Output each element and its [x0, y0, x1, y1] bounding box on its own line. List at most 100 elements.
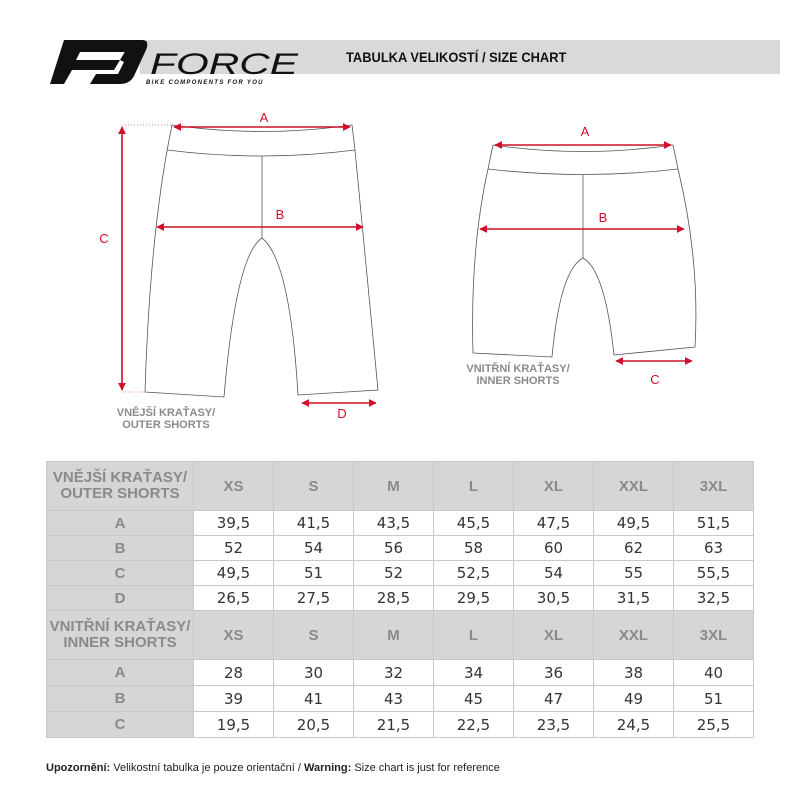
inner-header-row: VNITŘNÍ KRAŤASY/INNER SHORTS XS S M L XL XXL 3X… [46, 610, 754, 660]
table-cell: 52 [193, 535, 274, 561]
table-cell: 38 [593, 659, 674, 686]
outer-label-d: D [337, 406, 346, 421]
page-title: TABULKA VELIKOSTÍ / SIZE CHART [346, 49, 567, 65]
caption-line: VNITŘNÍ KRAŤASY/ [466, 363, 570, 375]
table-cell: 28,5 [353, 585, 434, 611]
table-cell: 60 [513, 535, 594, 561]
table-cell: 32,5 [673, 585, 754, 611]
row-label: A [46, 659, 194, 686]
size-header: S [273, 610, 354, 660]
table-row: C 49,5 51 52 52,5 54 55 55,5 [46, 560, 754, 586]
brand-name: FORCE [150, 48, 299, 81]
table-cell: 54 [513, 560, 594, 586]
outer-header-row: VNĚJŠÍ KRAŤASY/OUTER SHORTS XS S M L XL XXL 3XL [46, 461, 754, 511]
table-cell: 47,5 [513, 510, 594, 536]
table-row: B 52 54 56 58 60 62 63 [46, 535, 754, 561]
footer-note: Upozornění: Velikostní tabulka je pouze … [46, 762, 500, 774]
outer-shorts-caption: VNĚJŠÍ KRAŤASY/ OUTER SHORTS [106, 407, 226, 431]
table-cell: 43 [353, 685, 434, 712]
table-cell: 41,5 [273, 510, 354, 536]
table-cell: 32 [353, 659, 434, 686]
table-cell: 21,5 [353, 711, 434, 738]
group-title-line: VNĚJŠÍ KRAŤASY/ [52, 469, 188, 486]
caption-line: VNĚJŠÍ KRAŤASY/ [116, 407, 216, 419]
group-title-line: OUTER SHORTS [60, 485, 180, 502]
warning-en-label: Warning: [304, 762, 352, 774]
table-cell: 29,5 [433, 585, 514, 611]
row-label: C [46, 711, 194, 738]
table-cell: 24,5 [593, 711, 674, 738]
table-cell: 43,5 [353, 510, 434, 536]
inner-shorts-caption: VNITŘNÍ KRAŤASY/ INNER SHORTS [458, 363, 578, 387]
group-title-line: INNER SHORTS [63, 634, 177, 651]
table-cell: 55,5 [673, 560, 754, 586]
inner-measure-arrows [479, 141, 693, 365]
size-header: M [353, 610, 434, 660]
table-cell: 27,5 [273, 585, 354, 611]
warning-en-text: Size chart is just for reference [351, 762, 500, 774]
warning-cz-label: Upozornění: [46, 762, 111, 774]
inner-label-c: C [650, 372, 659, 387]
table-cell: 58 [433, 535, 514, 561]
table-row: D 26,5 27,5 28,5 29,5 30,5 31,5 32,5 [46, 585, 754, 611]
table-cell: 30,5 [513, 585, 594, 611]
size-header: S [273, 461, 354, 511]
table-cell: 49 [593, 685, 674, 712]
table-row: A 28 30 32 34 36 38 40 [46, 659, 754, 686]
table-cell: 52 [353, 560, 434, 586]
outer-shorts-outline [122, 124, 379, 398]
caption-line: INNER SHORTS [476, 375, 560, 387]
table-cell: 30 [273, 659, 354, 686]
table-cell: 51 [673, 685, 754, 712]
table-cell: 49,5 [593, 510, 674, 536]
table-cell: 51 [273, 560, 354, 586]
shorts-diagrams: A B C D A B C [99, 110, 697, 421]
table-cell: 39 [193, 685, 274, 712]
table-cell: 31,5 [593, 585, 674, 611]
inner-label-b: B [599, 210, 608, 225]
table-cell: 25,5 [673, 711, 754, 738]
outer-label-c: C [99, 231, 108, 246]
size-header: XXL [593, 610, 674, 660]
table-cell: 55 [593, 560, 674, 586]
table-row: B 39 41 43 45 47 49 51 [46, 685, 754, 712]
table-cell: 19,5 [193, 711, 274, 738]
header-bar [140, 40, 780, 74]
table-cell: 47 [513, 685, 594, 712]
table-cell: 22,5 [433, 711, 514, 738]
table-row: C 19,5 20,5 21,5 22,5 23,5 24,5 25,5 [46, 711, 754, 738]
row-label: B [46, 685, 194, 712]
table-cell: 63 [673, 535, 754, 561]
table-cell: 28 [193, 659, 274, 686]
table-row: A 39,5 41,5 43,5 45,5 47,5 49,5 51,5 [46, 510, 754, 536]
size-header: XS [193, 461, 274, 511]
outer-label-a: A [260, 110, 269, 125]
table-cell: 41 [273, 685, 354, 712]
inner-group-title: VNITŘNÍ KRAŤASY/INNER SHORTS [46, 610, 194, 660]
outer-label-b: B [276, 207, 285, 222]
table-cell: 51,5 [673, 510, 754, 536]
row-label: C [46, 560, 194, 586]
table-cell: 62 [593, 535, 674, 561]
table-cell: 49,5 [193, 560, 274, 586]
row-label: D [46, 585, 194, 611]
table-cell: 45 [433, 685, 514, 712]
size-header: 3XL [673, 461, 754, 511]
table-cell: 34 [433, 659, 514, 686]
force-logo: FORCE [50, 40, 299, 84]
table-cell: 54 [273, 535, 354, 561]
size-header: L [433, 461, 514, 511]
row-label: A [46, 510, 194, 536]
tagline: BIKE COMPONENTS FOR YOU [146, 80, 264, 86]
inner-label-a: A [581, 124, 590, 139]
size-header: L [433, 610, 514, 660]
outer-group-title: VNĚJŠÍ KRAŤASY/OUTER SHORTS [46, 461, 194, 511]
size-header: XL [513, 610, 594, 660]
table-cell: 26,5 [193, 585, 274, 611]
outer-measure-arrows [118, 123, 377, 407]
table-cell: 52,5 [433, 560, 514, 586]
size-table: VNĚJŠÍ KRAŤASY/OUTER SHORTS XS S M L XL XXL 3XL… [46, 461, 754, 738]
size-header: 3XL [673, 610, 754, 660]
inner-shorts-outline [472, 144, 697, 358]
